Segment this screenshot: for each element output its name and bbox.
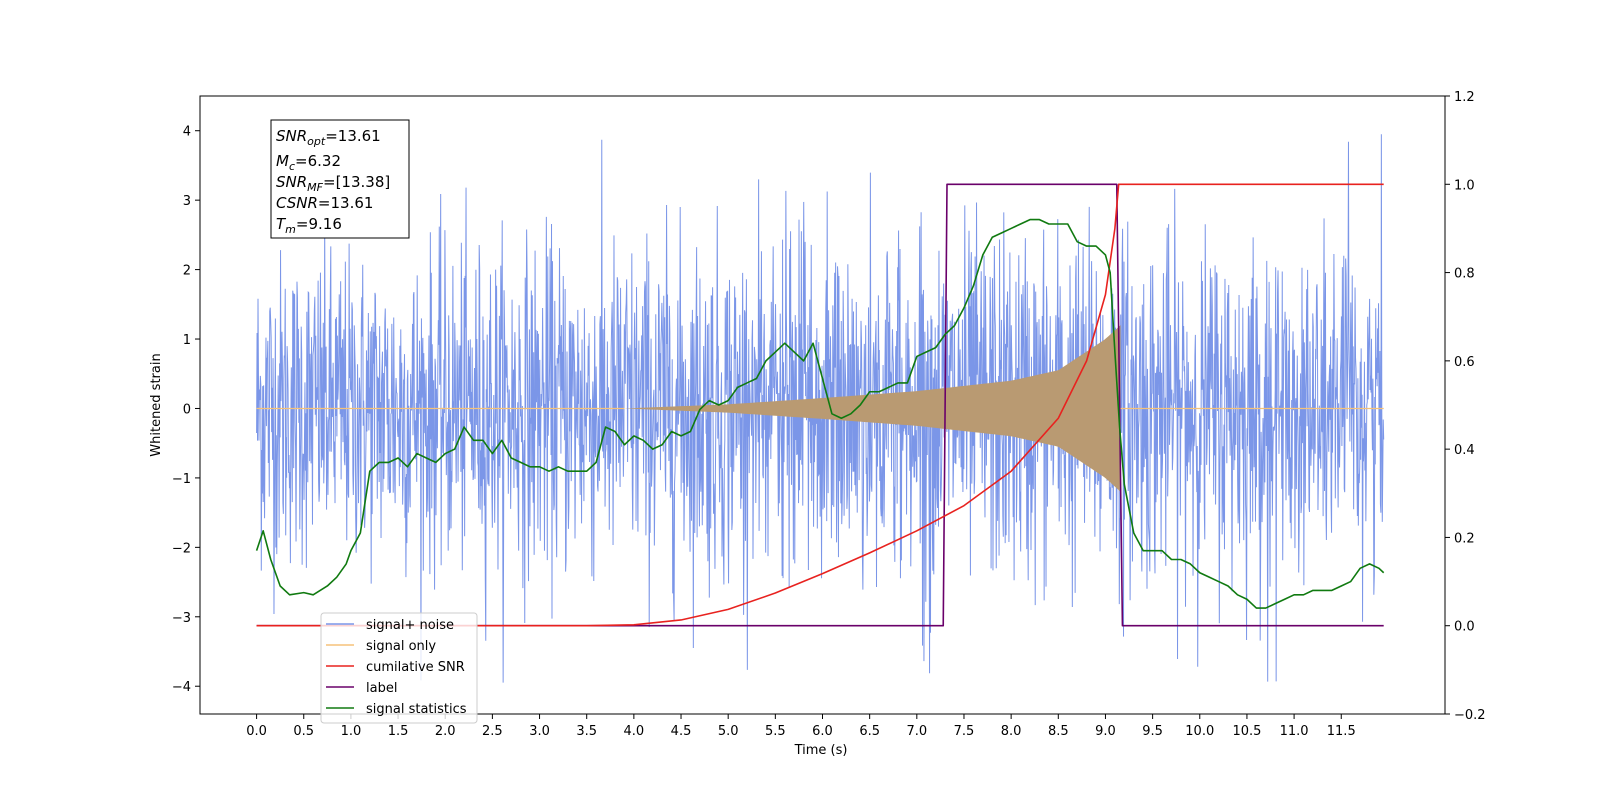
x-tick-label: 2.0 — [435, 724, 456, 739]
annotation-box — [270, 119, 410, 239]
x-tick-label: 6.0 — [812, 724, 833, 739]
y-axis-label: Whitened strain — [149, 353, 164, 456]
annotation-csnr: CSNR=13.61 — [276, 194, 373, 212]
x-tick-label: 1.5 — [388, 724, 409, 739]
label-line — [256, 183, 1384, 627]
x-tick-label: 4.0 — [624, 724, 645, 739]
annotation-mc: Mc=6.32 — [276, 152, 341, 173]
x-tick-label: 7.5 — [954, 724, 975, 739]
x-tick-label: 3.0 — [529, 724, 550, 739]
legend-label: signal only — [366, 639, 436, 654]
y2-tick-label: 1.2 — [1454, 90, 1475, 105]
y2-tick-label: 0.4 — [1454, 443, 1475, 458]
x-axis-ticks: 0.0 0.5 1.0 1.5 2.0 2.5 3.0 3.5 4.0 4.5 5.0 5.5 6.0 6… — [246, 714, 1356, 739]
signal-statistics-line — [255, 218, 1385, 609]
x-tick-label: 2.5 — [482, 724, 503, 739]
signal-plus-noise-series — [256, 134, 1385, 683]
annotation-snr-opt: SNRopt=13.61 — [276, 127, 381, 148]
x-tick-label: 10.5 — [1232, 724, 1261, 739]
y-tick-label: −3 — [172, 611, 191, 626]
x-tick-label: 7.0 — [906, 724, 927, 739]
x-tick-label: 1.0 — [341, 724, 362, 739]
y-tick-label: −4 — [172, 680, 191, 695]
y-axis-ticks: 4 3 2 1 0 −1 −2 −3 −4 — [172, 125, 200, 695]
x-tick-label: 8.5 — [1048, 724, 1069, 739]
y-tick-label: 0 — [183, 402, 191, 417]
y-tick-label: 1 — [183, 333, 191, 348]
x-tick-label: 9.0 — [1095, 724, 1116, 739]
y-tick-label: −1 — [172, 472, 191, 487]
x-tick-label: 11.5 — [1327, 724, 1356, 739]
x-tick-label: 5.5 — [765, 724, 786, 739]
metrics-annotation: SNRopt=13.61 Mc=6.32 SNRMF=[13.38] CSNR=… — [270, 119, 410, 239]
x-tick-label: 8.0 — [1001, 724, 1022, 739]
x-tick-label: 0.5 — [293, 724, 314, 739]
x-tick-label: 10.0 — [1185, 724, 1214, 739]
y2-tick-label: 1.0 — [1454, 178, 1475, 193]
y2-axis-ticks: 1.2 1.0 0.8 0.6 0.4 0.2 0.0 −0.2 — [1445, 90, 1486, 723]
signal-chirp-fill — [624, 325, 1121, 492]
y-tick-label: 3 — [183, 194, 191, 209]
legend-label: signal statistics — [366, 702, 467, 717]
y2-tick-label: 0.8 — [1454, 267, 1475, 282]
y2-tick-label: 0.6 — [1454, 355, 1475, 370]
y2-tick-label: 0.2 — [1454, 531, 1475, 546]
y-tick-label: 4 — [183, 125, 191, 140]
annotation-snr-mf: SNRMF=[13.38] — [276, 173, 390, 194]
legend-label: signal+ noise — [366, 618, 454, 633]
x-axis-label: Time (s) — [794, 743, 848, 758]
annotation-tm: Tm=9.16 — [276, 215, 342, 236]
x-tick-label: 9.5 — [1142, 724, 1163, 739]
legend-label: label — [366, 681, 397, 696]
x-tick-label: 6.5 — [859, 724, 880, 739]
signal-plus-noise-line — [256, 134, 1385, 683]
x-tick-label: 4.5 — [671, 724, 692, 739]
y2-tick-label: 0.0 — [1454, 620, 1475, 635]
legend-box — [320, 612, 478, 724]
x-tick-label: 11.0 — [1280, 724, 1309, 739]
y-tick-label: −2 — [172, 541, 191, 556]
y-tick-label: 2 — [183, 264, 191, 279]
y2-tick-label: −0.2 — [1454, 708, 1486, 723]
x-tick-label: 0.0 — [246, 724, 267, 739]
cumulative-snr-line — [256, 183, 1384, 627]
signal-only-series — [256, 325, 1384, 492]
x-tick-label: 5.0 — [718, 724, 739, 739]
x-tick-label: 3.5 — [576, 724, 597, 739]
legend: signal+ noise signal only cumilative SNR la… — [320, 612, 478, 724]
legend-label: cumilative SNR — [366, 660, 465, 675]
